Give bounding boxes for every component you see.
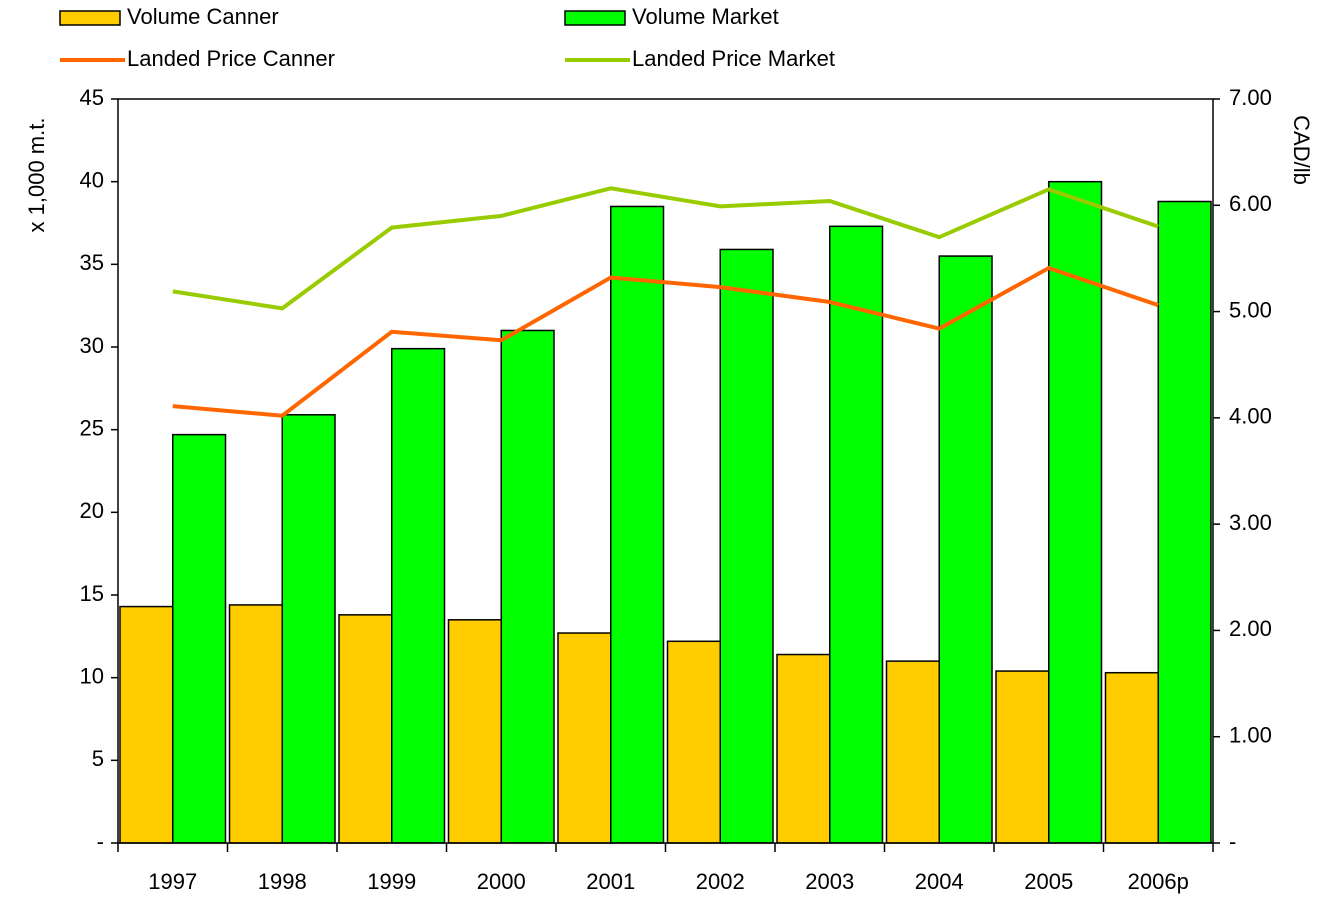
y-tick-label: 25 xyxy=(80,415,104,440)
x-tick-label: 1998 xyxy=(258,869,307,894)
x-tick-label: 2003 xyxy=(805,869,854,894)
legend-label: Volume Canner xyxy=(127,4,279,29)
bar xyxy=(391,347,446,844)
line xyxy=(172,186,1159,311)
y-axis-label: x 1,000 m.t. xyxy=(24,118,49,233)
bar xyxy=(885,660,940,844)
bar xyxy=(776,653,831,844)
bar xyxy=(557,632,612,844)
y2-tick-label: 1.00 xyxy=(1229,723,1272,748)
x-tick-label: 2001 xyxy=(586,869,635,894)
y2-tick-label: - xyxy=(1229,829,1236,854)
bar xyxy=(938,255,993,844)
bar xyxy=(995,670,1050,844)
y2-tick-label: 3.00 xyxy=(1229,510,1272,535)
bar xyxy=(829,225,884,844)
bar xyxy=(281,414,336,844)
y2-tick-label: 5.00 xyxy=(1229,297,1272,322)
y-tick-label: 5 xyxy=(92,746,104,771)
x-tick-label: 2006p xyxy=(1128,869,1189,894)
bar xyxy=(172,433,227,844)
y-tick-label: 45 xyxy=(80,85,104,110)
bar xyxy=(1157,200,1212,844)
bar xyxy=(1048,180,1103,844)
bar xyxy=(719,248,774,844)
bar xyxy=(610,205,665,844)
x-tick-label: 2000 xyxy=(477,869,526,894)
bar xyxy=(119,605,174,844)
line xyxy=(172,265,1159,418)
y-tick-label: 30 xyxy=(80,333,104,358)
bar xyxy=(1104,671,1159,844)
bar xyxy=(338,614,393,844)
y-tick-label: 10 xyxy=(80,663,104,688)
x-tick-label: 1997 xyxy=(148,869,197,894)
bar xyxy=(500,329,555,844)
y2-tick-label: 7.00 xyxy=(1229,85,1272,110)
y-tick-label: 40 xyxy=(80,167,104,192)
legend-swatch xyxy=(564,10,626,26)
legend-label: Landed Price Canner xyxy=(127,46,335,71)
x-tick-label: 2004 xyxy=(915,869,964,894)
bar xyxy=(447,619,502,844)
y-tick-label: 20 xyxy=(80,498,104,523)
y2-tick-label: 4.00 xyxy=(1229,404,1272,429)
y2-tick-label: 6.00 xyxy=(1229,191,1272,216)
y-tick-label: 35 xyxy=(80,250,104,275)
x-tick-label: 2002 xyxy=(696,869,745,894)
y2-axis-label: CAD/lb xyxy=(1289,115,1314,185)
y-tick-label: 15 xyxy=(80,581,104,606)
x-tick-label: 2005 xyxy=(1024,869,1073,894)
legend-label: Volume Market xyxy=(632,4,779,29)
bar xyxy=(666,640,721,844)
y2-tick-label: 2.00 xyxy=(1229,616,1272,641)
legend-swatch xyxy=(59,10,121,26)
y-tick-label: - xyxy=(97,829,104,854)
x-tick-label: 1999 xyxy=(367,869,416,894)
bar xyxy=(228,604,283,844)
legend-label: Landed Price Market xyxy=(632,46,835,71)
